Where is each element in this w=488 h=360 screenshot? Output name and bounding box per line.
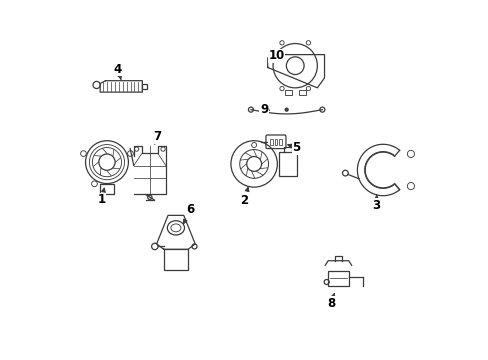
Text: 7: 7 [153,130,161,144]
Bar [327,271,348,286]
Text: 9: 9 [260,103,269,116]
Bar [163,249,188,270]
Bar [279,139,282,145]
Text: 5: 5 [287,141,300,154]
Text: 3: 3 [372,195,380,212]
Bar [142,84,147,89]
Bar [274,139,277,145]
Text: 10: 10 [268,49,284,62]
Text: 8: 8 [326,293,334,310]
Text: 6: 6 [183,203,194,224]
Bar [284,90,291,95]
Bar [298,90,305,95]
Text: 4: 4 [113,63,122,79]
Text: 2: 2 [240,188,248,207]
Bar [278,152,297,176]
Bar [100,184,114,194]
Text: 1: 1 [97,188,105,206]
Bar [269,139,272,145]
Circle shape [285,108,288,111]
